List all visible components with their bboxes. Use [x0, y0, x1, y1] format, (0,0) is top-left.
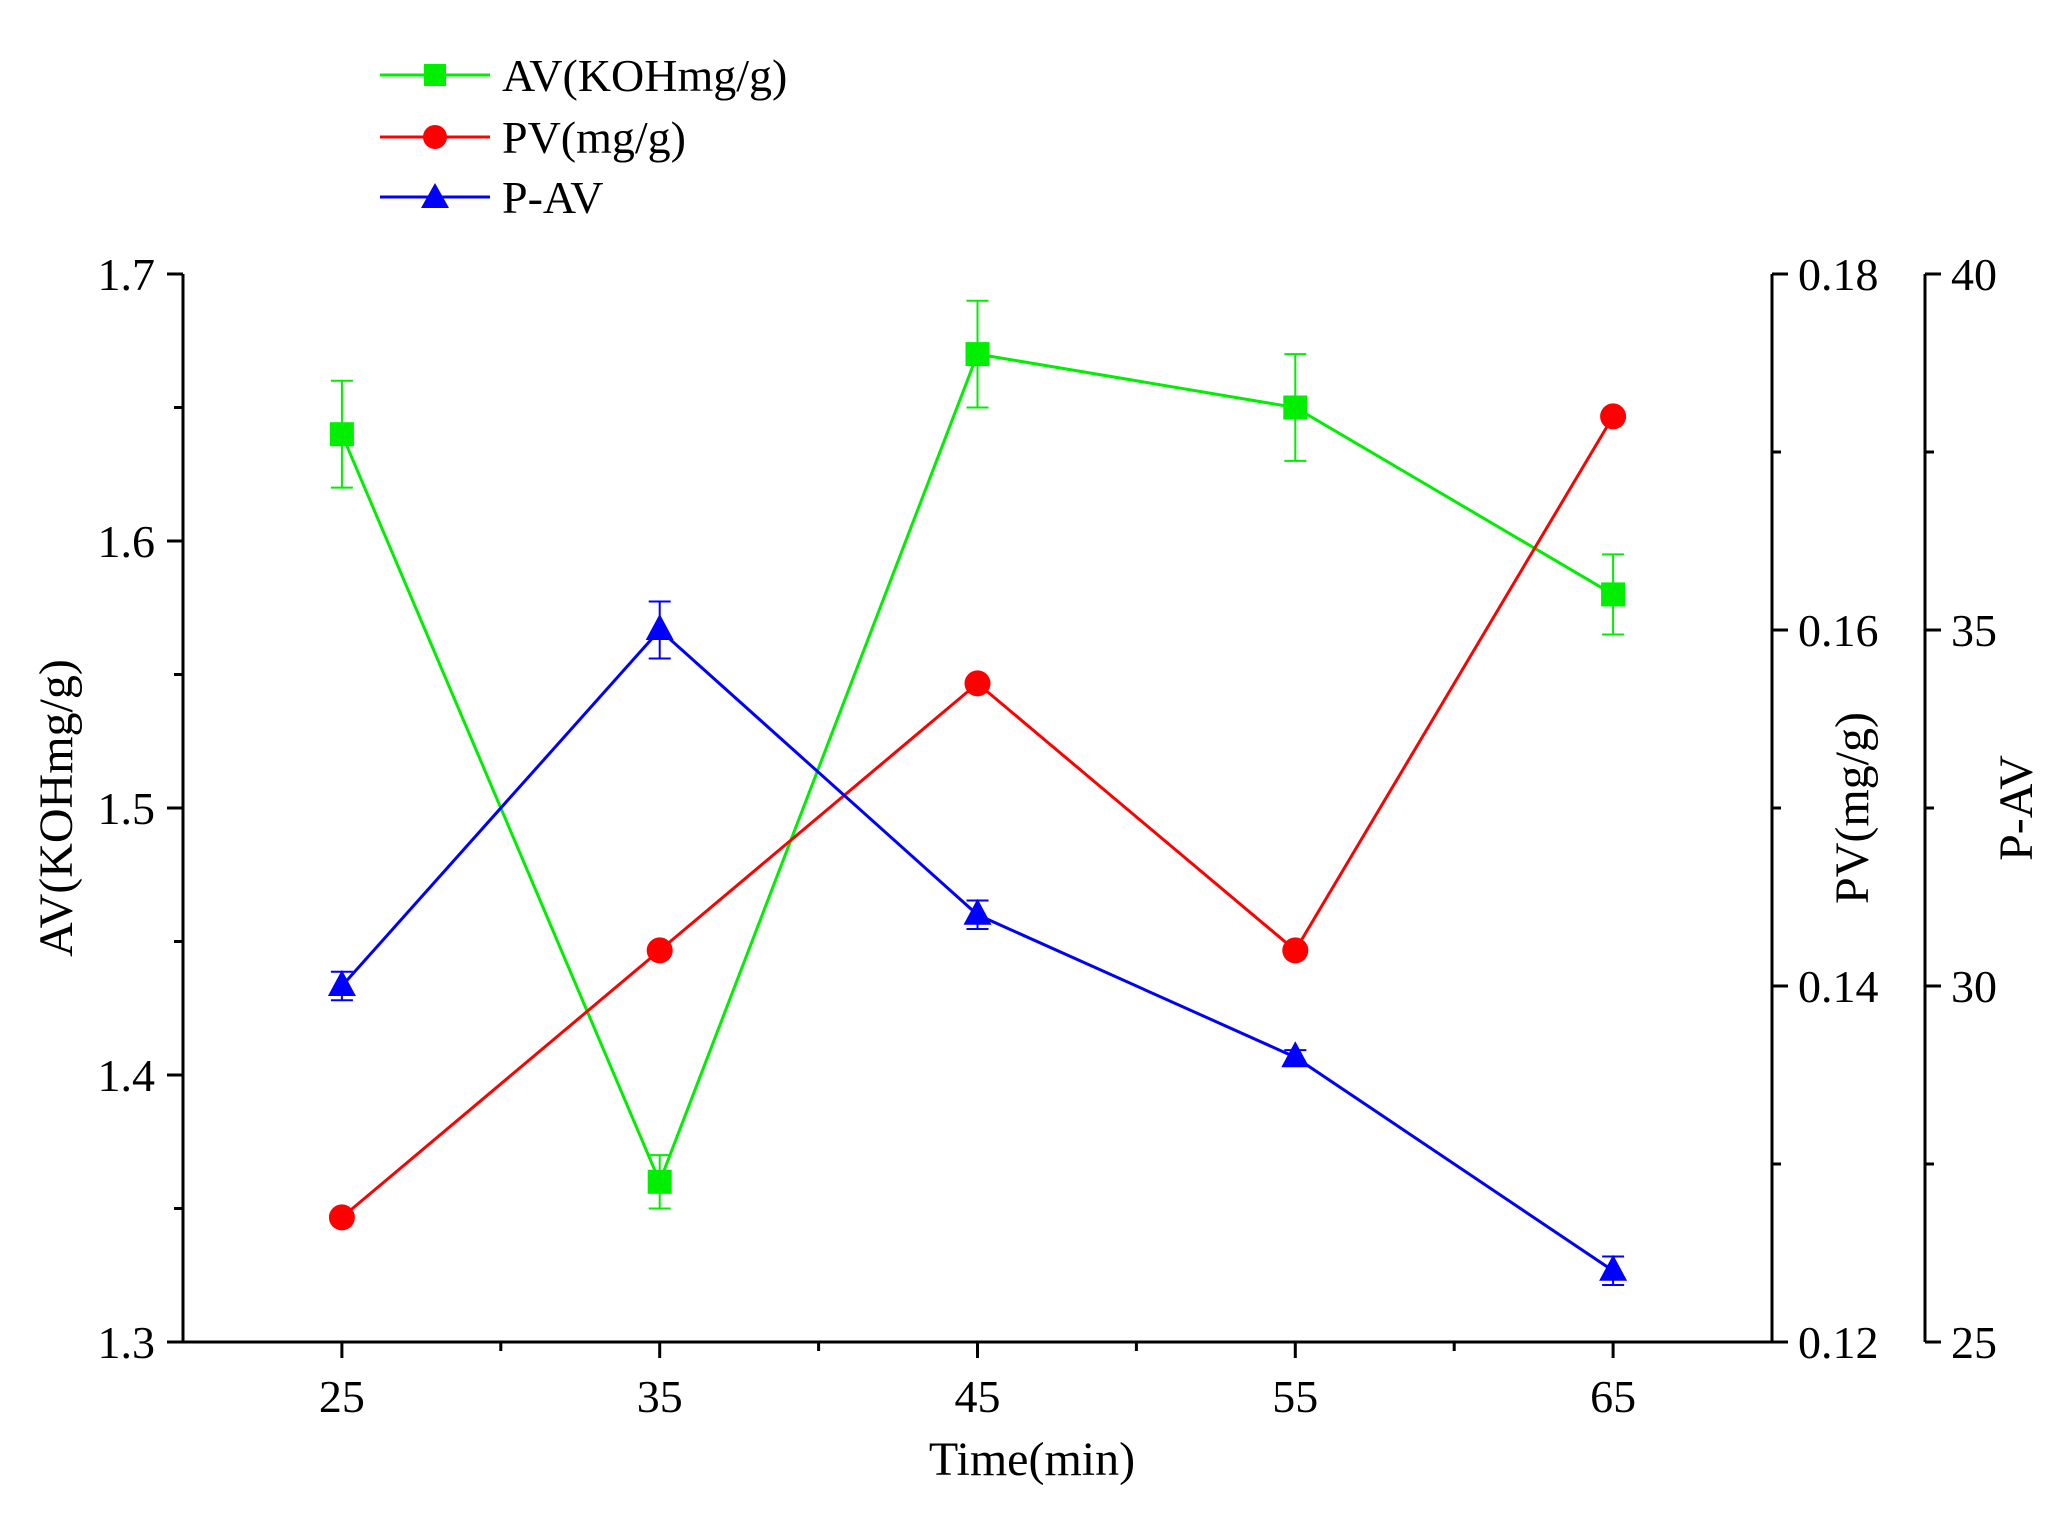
- right1-axis-label: PV(mg/g): [1826, 712, 1879, 904]
- legend-label-pv: PV(mg/g): [502, 112, 686, 163]
- right2-axis-label: P-AV: [1990, 755, 2043, 861]
- legend-marker-pv: [423, 125, 447, 149]
- x-tick-label: 55: [1272, 1371, 1318, 1422]
- x-tick-label: 35: [637, 1371, 683, 1422]
- right2-tick-label: 25: [1951, 1317, 1997, 1368]
- data-point: [647, 1169, 672, 1194]
- left-tick-label: 1.7: [98, 249, 156, 300]
- axes: 25 35 45 55 65 1.3 1.4 1.5 1.6 1.7 0.12 0.14 0.16 0.1…: [98, 249, 1998, 1422]
- data-point: [327, 970, 356, 996]
- x-tick-label: 45: [955, 1371, 1001, 1422]
- legend: AV(KOHmg/g) PV(mg/g) P-AV: [380, 50, 787, 223]
- x-tick-label: 65: [1590, 1371, 1636, 1422]
- series-line: [340, 627, 1614, 1273]
- right2-tick-label: 40: [1951, 249, 1997, 300]
- data-point: [645, 614, 674, 640]
- legend-marker-pav: [421, 183, 449, 208]
- data-point: [646, 937, 673, 964]
- x-tick-label: 25: [319, 1371, 365, 1422]
- data-point: [1599, 1254, 1628, 1281]
- data-point: [328, 1204, 355, 1231]
- data-point: [329, 422, 354, 447]
- data-point: [1281, 1041, 1310, 1068]
- right1-tick-label: 0.14: [1798, 961, 1879, 1012]
- left-tick-label: 1.4: [98, 1050, 156, 1101]
- series-line: [340, 415, 1615, 1219]
- right1-tick-label: 0.12: [1798, 1317, 1879, 1368]
- right2-tick-label: 35: [1951, 605, 1997, 656]
- left-tick-label: 1.3: [98, 1317, 156, 1368]
- left-axis-label: AV(KOHmg/g): [30, 659, 83, 957]
- series-0: [329, 299, 1626, 1210]
- series-2: [327, 600, 1628, 1287]
- data-point: [964, 670, 991, 697]
- data-point: [1600, 403, 1627, 430]
- legend-marker-av: [424, 64, 446, 86]
- left-tick-label: 1.6: [98, 516, 156, 567]
- data-point: [1282, 937, 1309, 964]
- x-axis-label: Time(min): [929, 1433, 1135, 1486]
- series-1: [328, 403, 1627, 1231]
- data-point: [1601, 582, 1626, 607]
- legend-label-pav: P-AV: [502, 172, 603, 223]
- left-tick-label: 1.5: [98, 783, 156, 834]
- data-point: [963, 898, 992, 925]
- legend-label-av: AV(KOHmg/g): [502, 50, 787, 101]
- plot-area: [327, 299, 1628, 1287]
- right2-tick-label: 30: [1951, 961, 1997, 1012]
- data-point: [1283, 395, 1308, 420]
- data-point: [965, 342, 990, 367]
- right1-tick-label: 0.18: [1798, 249, 1879, 300]
- right1-tick-label: 0.16: [1798, 605, 1879, 656]
